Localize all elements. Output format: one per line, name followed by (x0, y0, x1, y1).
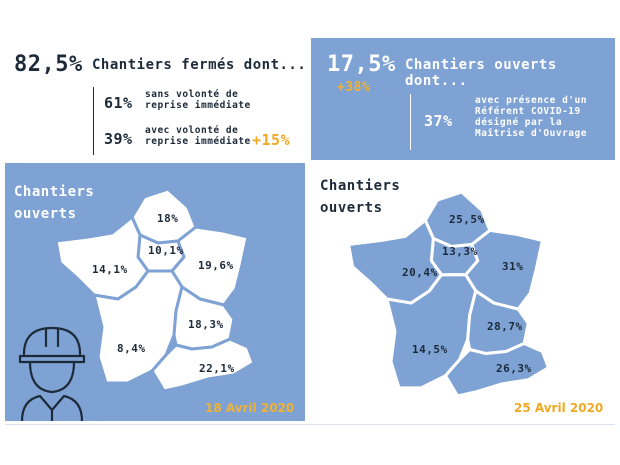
region-east (170, 225, 250, 307)
left-label-mediterranean: 22,1% (199, 362, 235, 375)
region-east (464, 228, 544, 311)
open-sites-title: Chantiers ouverts dont... (405, 57, 557, 89)
right-label-southwest: 14,5% (412, 343, 448, 356)
open-sites-panel (311, 38, 615, 160)
restart-label: avec volonté de reprise immédiate (145, 125, 251, 147)
france-map-left (54, 187, 256, 393)
restart-percentage: 39% (104, 130, 133, 148)
right-label-north: 25,5% (449, 213, 485, 226)
region-mediterranean (443, 341, 550, 398)
right-label-east: 31% (502, 260, 524, 273)
map-left-title-line2: ouverts (14, 206, 77, 222)
no-restart-percentage: 61% (104, 94, 133, 112)
closed-sites-percentage: 82,5% (14, 52, 83, 77)
region-mediterranean (150, 337, 256, 393)
no-restart-label: sans volonté de reprise immédiate (145, 89, 251, 111)
left-label-north: 18% (157, 212, 179, 225)
covid-referent-line4: Maîtrise d'Ouvrage (475, 128, 587, 139)
left-label-paris: 10,1% (148, 244, 184, 257)
no-restart-label-line1: sans volonté de (145, 89, 239, 100)
restart-change-badge: +15% (252, 131, 291, 149)
divider-line (93, 87, 94, 155)
map-left-title: Chantiers ouverts (14, 181, 94, 225)
left-label-west: 14,1% (92, 263, 128, 276)
map-right-title-line2: ouverts (320, 200, 383, 216)
right-label-paris: 13,3% (442, 245, 478, 258)
divider-line (410, 94, 411, 150)
open-sites-change: +38% (337, 80, 371, 95)
map-right-title-line1: Chantiers (320, 178, 401, 194)
covid-referent-percentage: 37% (424, 112, 453, 130)
left-label-east: 19,6% (198, 259, 234, 272)
covid-referent-label: avec présence d'un Référent COVID-19 dés… (475, 95, 587, 139)
no-restart-label-line2: reprise immédiate (145, 100, 251, 111)
covid-referent-line2: Référent COVID-19 (475, 106, 581, 117)
closed-sites-title: Chantiers fermés dont... (92, 57, 307, 73)
map-right-title: Chantiers ouverts (320, 175, 400, 219)
covid-referent-line3: désigné par la (475, 117, 563, 128)
map-left-title-line1: Chantiers (14, 184, 95, 200)
bottom-divider (5, 424, 615, 425)
france-map-right (347, 190, 550, 398)
restart-label-line2: reprise immédiate (145, 136, 251, 147)
left-label-southeast: 18,3% (188, 318, 224, 331)
map-right-date: 25 Avril 2020 (514, 401, 604, 415)
right-label-southeast: 28,7% (487, 320, 523, 333)
open-sites-percentage: 17,5% (327, 52, 396, 77)
worker-helmet-icon (18, 326, 86, 421)
right-label-west: 20,4% (402, 266, 438, 279)
restart-label-line1: avec volonté de (145, 125, 239, 136)
map-left-date: 18 Avril 2020 (205, 401, 295, 415)
left-label-southwest: 8,4% (117, 342, 146, 355)
covid-referent-line1: avec présence d'un (475, 95, 587, 106)
right-label-mediterranean: 26,3% (496, 362, 532, 375)
